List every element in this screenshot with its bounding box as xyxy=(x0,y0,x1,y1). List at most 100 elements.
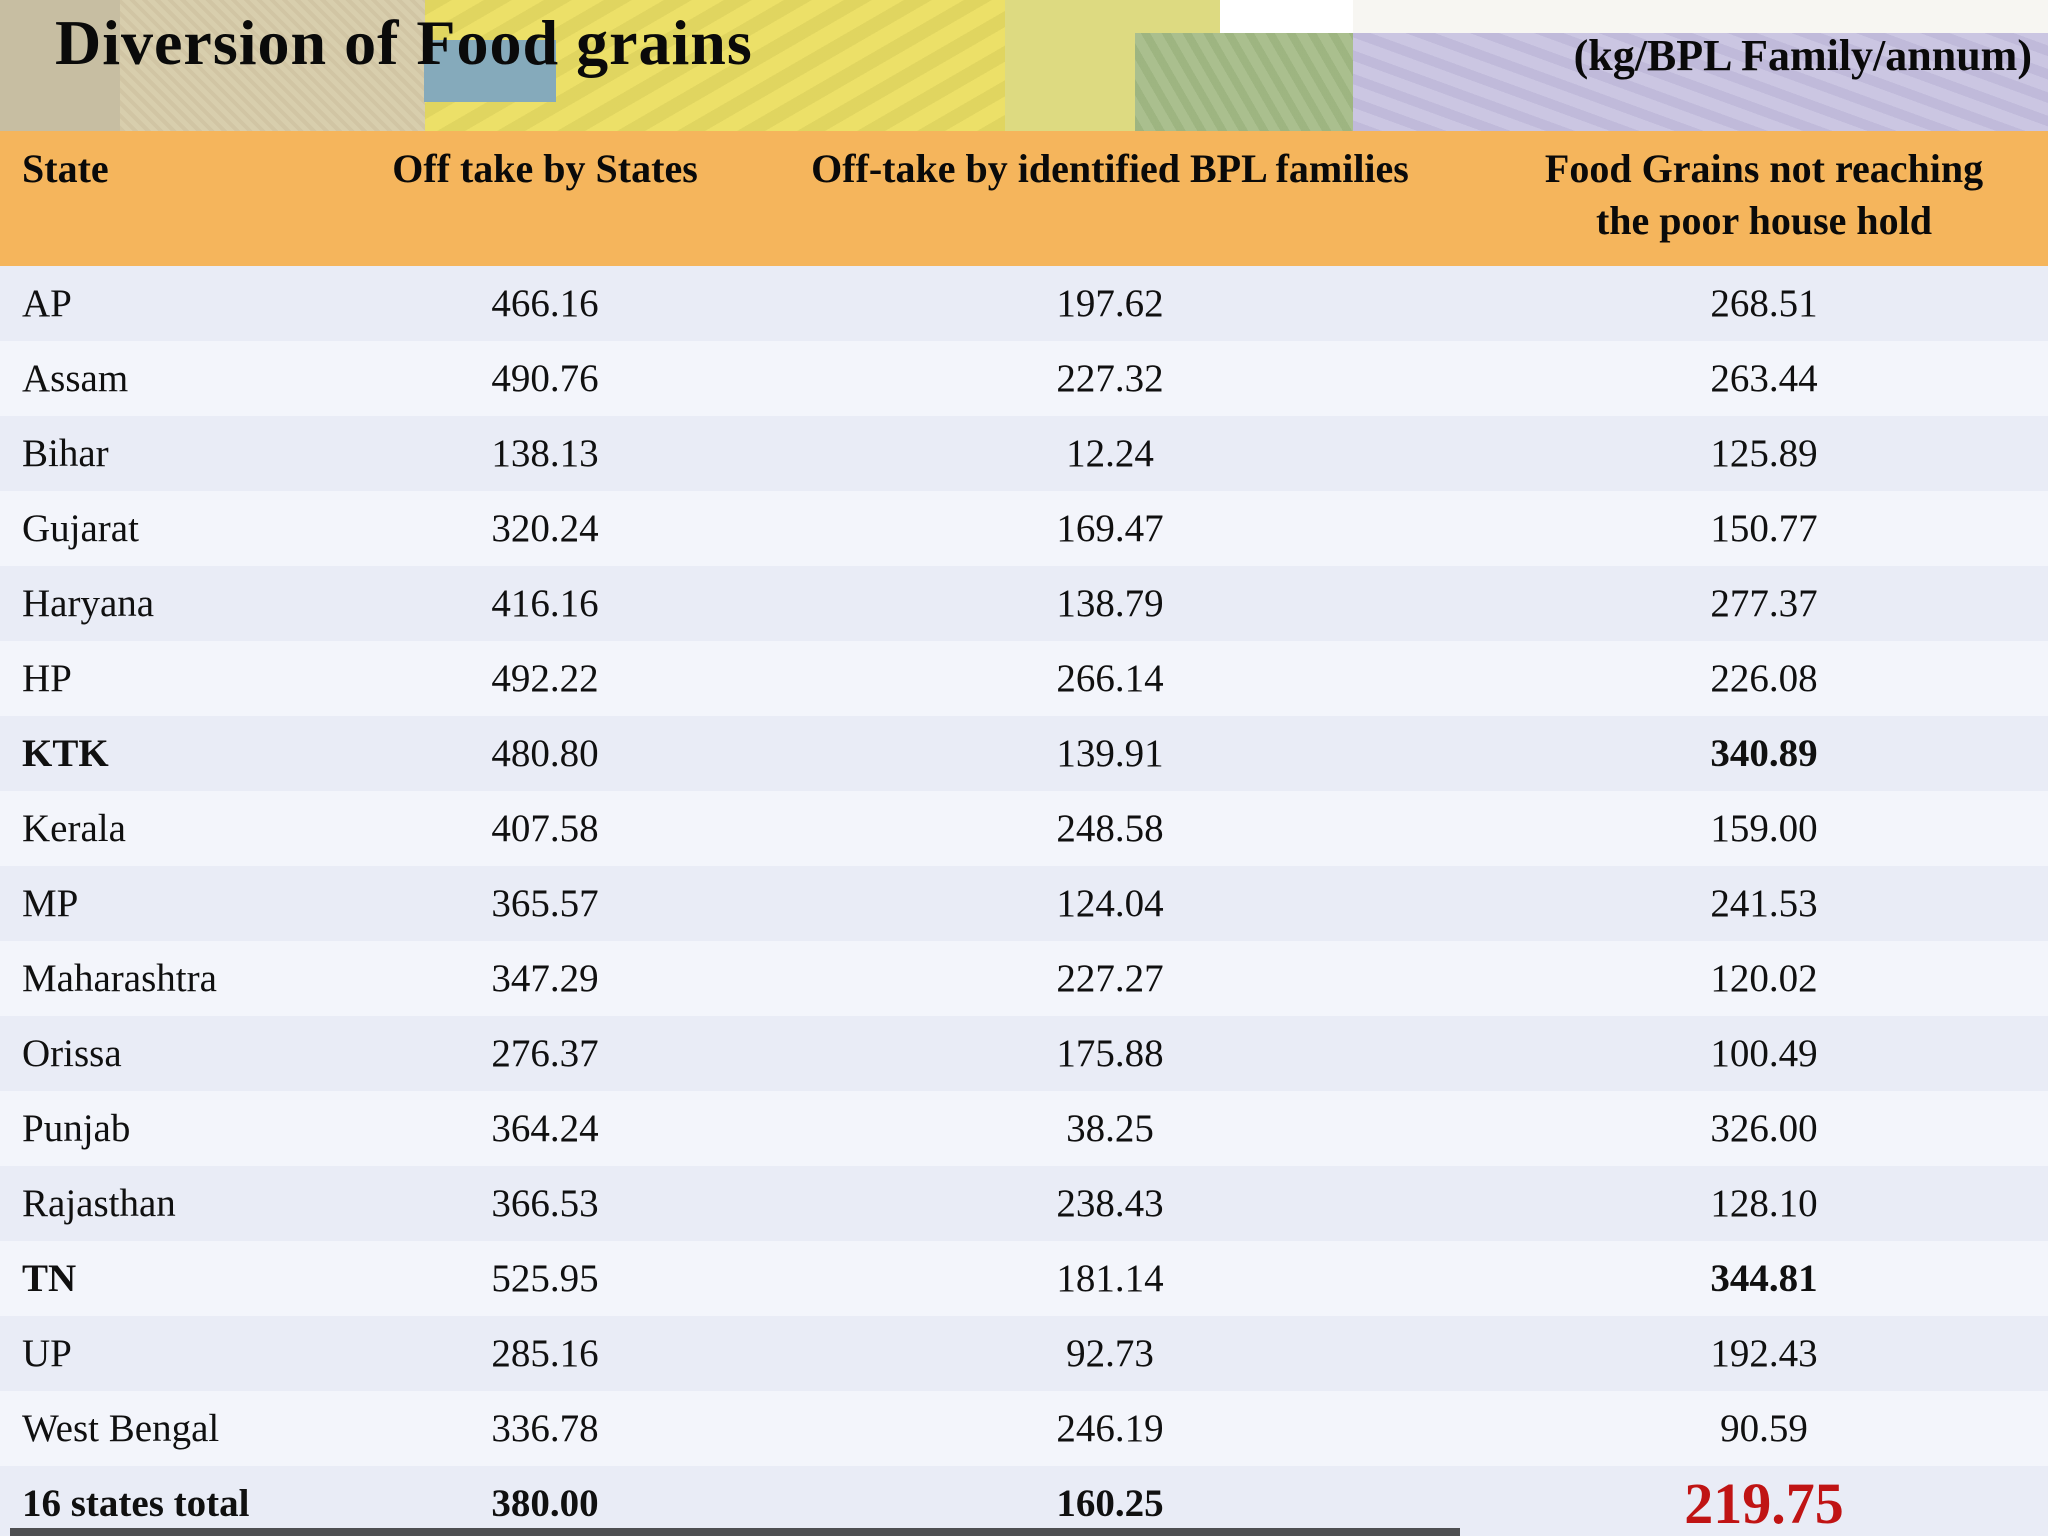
bpl-cell: 238.43 xyxy=(1056,1182,1164,1225)
bpl-cell: 246.19 xyxy=(1056,1407,1164,1450)
state-cell: Rajasthan xyxy=(22,1182,176,1225)
bpl-cell: 92.73 xyxy=(1066,1332,1154,1375)
state-cell: Gujarat xyxy=(22,507,139,550)
table-row: UP 285.16 92.73 192.43 xyxy=(0,1316,2048,1391)
bpl-cell: 12.24 xyxy=(1066,432,1154,475)
offtake-cell: 365.57 xyxy=(491,882,599,925)
total-label-cell: 16 states total xyxy=(22,1482,250,1525)
bpl-cell: 138.79 xyxy=(1056,582,1164,625)
banner-collage-green xyxy=(1135,33,1353,131)
gap-cell: 192.43 xyxy=(1710,1332,1818,1375)
table-row: AP 466.16 197.62 268.51 xyxy=(0,266,2048,341)
gap-cell: 125.89 xyxy=(1710,432,1818,475)
table-row: Bihar 138.13 12.24 125.89 xyxy=(0,416,2048,491)
gap-cell: 226.08 xyxy=(1710,657,1818,700)
offtake-cell: 320.24 xyxy=(491,507,599,550)
table-row-tn-highlight: TN 525.95 181.14 344.81 xyxy=(0,1241,2048,1316)
gap-cell: 326.00 xyxy=(1710,1107,1818,1150)
offtake-cell: 490.76 xyxy=(491,357,599,400)
state-cell: Haryana xyxy=(22,582,155,625)
gap-cell: 150.77 xyxy=(1710,507,1818,550)
table-row: Maharashtra 347.29 227.27 120.02 xyxy=(0,941,2048,1016)
state-cell: Punjab xyxy=(22,1107,131,1150)
state-cell: Orissa xyxy=(22,1032,122,1075)
state-cell: MP xyxy=(22,882,79,925)
gap-cell: 100.49 xyxy=(1710,1032,1818,1075)
offtake-cell: 347.29 xyxy=(491,957,599,1000)
header-not-reaching-line1: Food Grains not reaching xyxy=(1544,146,1984,191)
total-bpl-cell: 160.25 xyxy=(1056,1482,1164,1525)
header-offtake-states: Off take by States xyxy=(350,131,740,266)
gap-cell: 159.00 xyxy=(1710,807,1818,850)
gap-cell: 268.51 xyxy=(1710,282,1818,325)
table-row: HP 492.22 266.14 226.08 xyxy=(0,641,2048,716)
state-cell: West Bengal xyxy=(22,1407,220,1450)
gap-cell: 120.02 xyxy=(1710,957,1818,1000)
table-row: MP 365.57 124.04 241.53 xyxy=(0,866,2048,941)
bottom-edge-bar xyxy=(10,1528,1460,1536)
table-row: Assam 490.76 227.32 263.44 xyxy=(0,341,2048,416)
state-cell: KTK xyxy=(22,732,109,775)
total-offtake-cell: 380.00 xyxy=(491,1482,599,1525)
table-row: Haryana 416.16 138.79 277.37 xyxy=(0,566,2048,641)
table-total-row: 16 states total 380.00 160.25 219.75 xyxy=(0,1466,2048,1536)
header-offtake-bpl: Off-take by identified BPL families xyxy=(740,131,1480,266)
bpl-cell: 181.14 xyxy=(1056,1257,1164,1300)
table-row: Rajasthan 366.53 238.43 128.10 xyxy=(0,1166,2048,1241)
state-cell: UP xyxy=(22,1332,72,1375)
offtake-cell: 285.16 xyxy=(491,1332,599,1375)
offtake-cell: 138.13 xyxy=(491,432,599,475)
gap-cell: 263.44 xyxy=(1710,357,1818,400)
foodgrain-table: State Off take by States Off-take by ide… xyxy=(0,131,2048,1536)
total-gap-cell: 219.75 xyxy=(1684,1471,1844,1536)
banner-collage-tan xyxy=(120,0,425,131)
table-row-ktk-highlight: KTK 480.80 139.91 340.89 xyxy=(0,716,2048,791)
bpl-cell: 169.47 xyxy=(1056,507,1164,550)
gap-cell: 128.10 xyxy=(1710,1182,1818,1225)
header-not-reaching-line2: the poor house hold xyxy=(1595,198,1932,243)
offtake-cell: 416.16 xyxy=(491,582,599,625)
gap-cell: 241.53 xyxy=(1710,882,1818,925)
offtake-cell: 276.37 xyxy=(491,1032,599,1075)
state-cell: Kerala xyxy=(22,807,126,850)
bpl-cell: 227.27 xyxy=(1056,957,1164,1000)
state-cell: Assam xyxy=(22,357,129,400)
offtake-cell: 480.80 xyxy=(491,732,599,775)
slide-title: Diversion of Food grains xyxy=(55,7,753,78)
bpl-cell: 197.62 xyxy=(1056,282,1164,325)
table-row: Kerala 407.58 248.58 159.00 xyxy=(0,791,2048,866)
bpl-cell: 248.58 xyxy=(1056,807,1164,850)
bpl-cell: 38.25 xyxy=(1066,1107,1154,1150)
banner-collage-white-strip xyxy=(1353,0,2048,33)
offtake-cell: 364.24 xyxy=(491,1107,599,1150)
gap-cell: 277.37 xyxy=(1710,582,1818,625)
offtake-cell: 336.78 xyxy=(491,1407,599,1450)
bpl-cell: 139.91 xyxy=(1056,732,1164,775)
table-header-row: State Off take by States Off-take by ide… xyxy=(0,131,2048,266)
bpl-cell: 124.04 xyxy=(1056,882,1164,925)
offtake-cell: 407.58 xyxy=(491,807,599,850)
banner-collage-tan-dark xyxy=(0,0,120,131)
state-cell: Bihar xyxy=(22,432,109,475)
state-cell: HP xyxy=(22,657,72,700)
table-row: West Bengal 336.78 246.19 90.59 xyxy=(0,1391,2048,1466)
header-not-reaching: Food Grains not reaching the poor house … xyxy=(1480,131,2048,266)
gap-cell: 90.59 xyxy=(1720,1407,1808,1450)
offtake-cell: 466.16 xyxy=(491,282,599,325)
gap-cell: 344.81 xyxy=(1710,1257,1818,1300)
bpl-cell: 266.14 xyxy=(1056,657,1164,700)
banner-collage-teal xyxy=(424,40,556,102)
title-banner: Diversion of Food grains (kg/BPL Family/… xyxy=(0,0,2048,131)
gap-cell: 340.89 xyxy=(1710,732,1818,775)
table-row: Gujarat 320.24 169.47 150.77 xyxy=(0,491,2048,566)
state-cell: Maharashtra xyxy=(22,957,217,1000)
offtake-cell: 525.95 xyxy=(491,1257,599,1300)
state-cell: TN xyxy=(22,1257,77,1300)
bpl-cell: 175.88 xyxy=(1056,1032,1164,1075)
offtake-cell: 366.53 xyxy=(491,1182,599,1225)
bpl-cell: 227.32 xyxy=(1056,357,1164,400)
state-cell: AP xyxy=(22,282,72,325)
table-row: Orissa 276.37 175.88 100.49 xyxy=(0,1016,2048,1091)
unit-label: (kg/BPL Family/annum) xyxy=(1573,31,2032,80)
